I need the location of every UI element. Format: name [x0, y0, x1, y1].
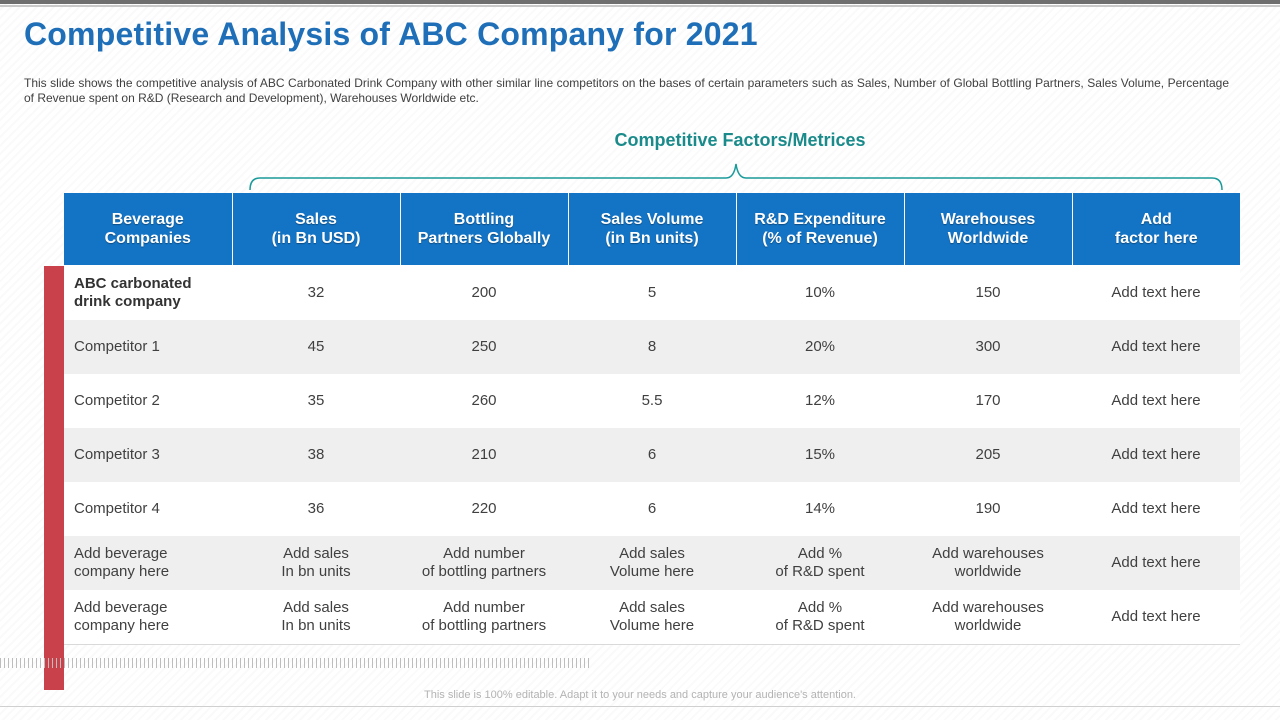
table-row: Competitor 4 36 220 6 14% 190 Add text h…: [64, 482, 1240, 536]
company-name-cell: Competitor 4: [64, 482, 232, 536]
add-factor-cell: Add text here: [1072, 320, 1240, 374]
sales-volume-cell: Add sales Volume here: [568, 590, 736, 645]
rd-expenditure-cell: 12%: [736, 374, 904, 428]
sales-volume-cell: 6: [568, 482, 736, 536]
bottling-partners-cell: 250: [400, 320, 568, 374]
curly-brace: [249, 163, 1223, 191]
add-factor-cell: Add text here: [1072, 428, 1240, 482]
table-row: Competitor 2 35 260 5.5 12% 170 Add text…: [64, 374, 1240, 428]
add-factor-cell: Add text here: [1072, 590, 1240, 645]
table-row: Add beverage company here Add sales In b…: [64, 590, 1240, 645]
header-sales-volume: Sales Volume (in Bn units): [568, 193, 737, 265]
header-warehouses: Warehouses Worldwide: [904, 193, 1073, 265]
warehouses-cell: 300: [904, 320, 1072, 374]
add-factor-cell: Add text here: [1072, 536, 1240, 590]
add-factor-cell: Add text here: [1072, 374, 1240, 428]
footer-note: This slide is 100% editable. Adapt it to…: [424, 689, 856, 701]
bottom-divider: [0, 706, 1280, 707]
bottling-partners-cell: 260: [400, 374, 568, 428]
rd-expenditure-cell: 10%: [736, 265, 904, 320]
company-name-cell: ABC carbonated drink company: [64, 265, 232, 320]
company-name-cell: Competitor 3: [64, 428, 232, 482]
bottling-partners-cell: 200: [400, 265, 568, 320]
sales-cell: 36: [232, 482, 400, 536]
header-bottling-partners: Bottling Partners Globally: [400, 193, 569, 265]
add-factor-cell: Add text here: [1072, 265, 1240, 320]
section-heading: Competitive Factors/Metrices: [614, 130, 866, 150]
sales-cell: 45: [232, 320, 400, 374]
sales-volume-cell: 5: [568, 265, 736, 320]
accent-bar: [44, 266, 64, 690]
warehouses-cell: 150: [904, 265, 1072, 320]
sales-cell: 38: [232, 428, 400, 482]
sales-cell: Add sales In bn units: [232, 590, 400, 645]
rd-expenditure-cell: 14%: [736, 482, 904, 536]
header-beverage-companies: Beverage Companies: [64, 193, 233, 265]
bottling-partners-cell: Add number of bottling partners: [400, 536, 568, 590]
header-add-factor: Add factor here: [1072, 193, 1240, 265]
competitive-analysis-table: Beverage Companies Sales (in Bn USD) Bot…: [64, 193, 1240, 645]
rd-expenditure-cell: 20%: [736, 320, 904, 374]
header-rd-expenditure: R&D Expenditure (% of Revenue): [736, 193, 905, 265]
company-name-cell: Competitor 1: [64, 320, 232, 374]
company-name-cell: Add beverage company here: [64, 590, 232, 645]
header-sales: Sales (in Bn USD): [232, 193, 401, 265]
table-row: Competitor 3 38 210 6 15% 205 Add text h…: [64, 428, 1240, 482]
warehouses-cell: 190: [904, 482, 1072, 536]
warehouses-cell: 170: [904, 374, 1072, 428]
bottling-partners-cell: Add number of bottling partners: [400, 590, 568, 645]
sales-volume-cell: 8: [568, 320, 736, 374]
rd-expenditure-cell: Add % of R&D spent: [736, 536, 904, 590]
top-border-secondary: [0, 5, 1280, 7]
slide-description: This slide shows the competitive analysi…: [24, 76, 1229, 105]
sales-cell: 35: [232, 374, 400, 428]
decorative-ruler: [0, 658, 590, 668]
warehouses-cell: Add warehouses worldwide: [904, 536, 1072, 590]
sales-volume-cell: 6: [568, 428, 736, 482]
top-border: [0, 0, 1280, 4]
table-row: Competitor 1 45 250 8 20% 300 Add text h…: [64, 320, 1240, 374]
sales-volume-cell: 5.5: [568, 374, 736, 428]
table-header-row: Beverage Companies Sales (in Bn USD) Bot…: [64, 193, 1240, 265]
table-row: ABC carbonated drink company 32 200 5 10…: [64, 265, 1240, 320]
company-name-cell: Add beverage company here: [64, 536, 232, 590]
add-factor-cell: Add text here: [1072, 482, 1240, 536]
sales-cell: Add sales In bn units: [232, 536, 400, 590]
sales-cell: 32: [232, 265, 400, 320]
table-row: Add beverage company here Add sales In b…: [64, 536, 1240, 590]
page-title: Competitive Analysis of ABC Company for …: [24, 16, 758, 52]
sales-volume-cell: Add sales Volume here: [568, 536, 736, 590]
warehouses-cell: Add warehouses worldwide: [904, 590, 1072, 645]
warehouses-cell: 205: [904, 428, 1072, 482]
company-name-cell: Competitor 2: [64, 374, 232, 428]
bottling-partners-cell: 220: [400, 482, 568, 536]
bottling-partners-cell: 210: [400, 428, 568, 482]
rd-expenditure-cell: 15%: [736, 428, 904, 482]
rd-expenditure-cell: Add % of R&D spent: [736, 590, 904, 645]
